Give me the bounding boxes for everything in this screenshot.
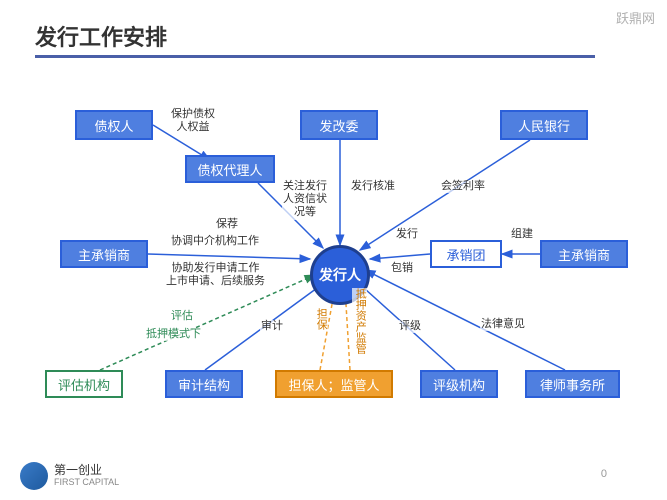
edge-label: 评估 <box>170 310 194 323</box>
logo-en: FIRST CAPITAL <box>54 478 119 488</box>
logo-text: 第一创业 FIRST CAPITAL <box>54 464 119 487</box>
page-title: 发行工作安排 <box>35 20 167 52</box>
edge-label: 关注发行人资信状况等 <box>282 180 328 220</box>
logo-icon <box>20 462 48 490</box>
edge-label: 协助发行申请工作上市申请、后续服务 <box>165 262 266 288</box>
title-underline <box>35 55 595 58</box>
edge-label: 协调中介机构工作 <box>170 235 260 248</box>
edge-label: 会签利率 <box>440 180 486 193</box>
watermark: 跃鼎网 <box>616 8 655 27</box>
edge-label: 抵押模式下 <box>145 328 202 341</box>
node-zqdlr: 债权代理人 <box>185 155 275 183</box>
node-rmyh: 人民银行 <box>500 110 588 140</box>
footer-logo: 第一创业 FIRST CAPITAL <box>20 462 119 490</box>
node-lssws: 律师事务所 <box>525 370 620 398</box>
node-sjjg: 审计结构 <box>165 370 243 398</box>
edge-label: 审计 <box>260 320 284 333</box>
node-zcxs: 主承销商 <box>60 240 148 268</box>
diagram-area: 发行人债权人债权代理人发改委人民银行主承销商承销团主承销商评估机构审计结构担保人… <box>0 70 667 450</box>
node-pjjg: 评级机构 <box>420 370 498 398</box>
edge-label: 法律意见 <box>480 318 526 331</box>
edge-label: 组建 <box>510 228 534 241</box>
page-number: 0 <box>601 468 607 480</box>
edge-label: 抵押资产监管 <box>352 288 367 354</box>
edge-label: 发行核准 <box>350 180 396 193</box>
node-zcxs2: 主承销商 <box>540 240 628 268</box>
node-fgw: 发改委 <box>300 110 378 140</box>
node-zqr: 债权人 <box>75 110 153 140</box>
edge-label: 包销 <box>390 262 414 275</box>
node-pgjg: 评估机构 <box>45 370 123 398</box>
logo-name: 第一创业 <box>54 464 119 477</box>
edge-label: 评级 <box>398 320 422 333</box>
node-dbr: 担保人；监管人 <box>275 370 393 398</box>
edge-label: 保荐 <box>215 218 239 231</box>
edge-label: 保护债权人权益 <box>170 108 216 134</box>
node-cxt: 承销团 <box>430 240 502 268</box>
edge-label: 担保 <box>313 308 328 330</box>
edge-label: 发行 <box>395 228 419 241</box>
